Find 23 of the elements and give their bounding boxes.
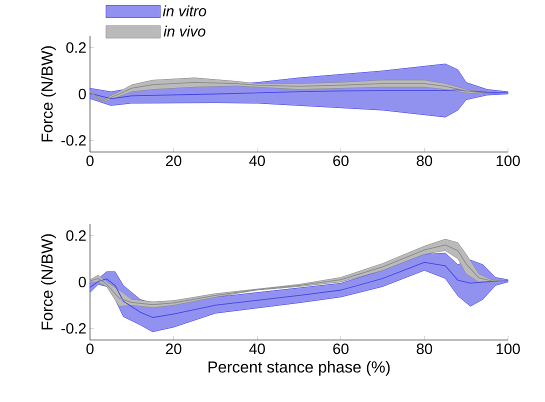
y-tick-label: -0.2: [61, 135, 86, 146]
legend-label: in vivo: [164, 26, 206, 37]
x-tick-label: 0: [86, 344, 94, 354]
x-axis-title: Percent stance phase (%): [208, 360, 390, 376]
y-axis-title: Force (N/BW): [41, 234, 56, 330]
x-tick-label: 60: [333, 156, 349, 166]
y-tick-label: 0.2: [66, 42, 86, 53]
x-tick-label: 40: [249, 344, 265, 354]
x-tick-label: 0: [86, 156, 94, 166]
x-tick-label: 80: [416, 344, 432, 354]
y-tick-label: 0: [78, 88, 86, 100]
x-tick-label: 20: [166, 156, 182, 166]
y-tick-label: -0.2: [61, 323, 86, 334]
legend-label: in vitro: [162, 5, 206, 16]
x-tick-label: 40: [249, 156, 265, 166]
x-tick-label: 100: [496, 344, 520, 354]
y-tick-label: 0: [78, 276, 86, 288]
x-tick-label: 60: [333, 344, 349, 354]
y-tick-label: 0.2: [66, 230, 86, 241]
y-axis-title: Force (N/BW): [41, 46, 56, 142]
x-tick-label: 20: [166, 344, 182, 354]
x-tick-label: 80: [416, 156, 432, 166]
x-tick-label: 100: [496, 156, 520, 166]
